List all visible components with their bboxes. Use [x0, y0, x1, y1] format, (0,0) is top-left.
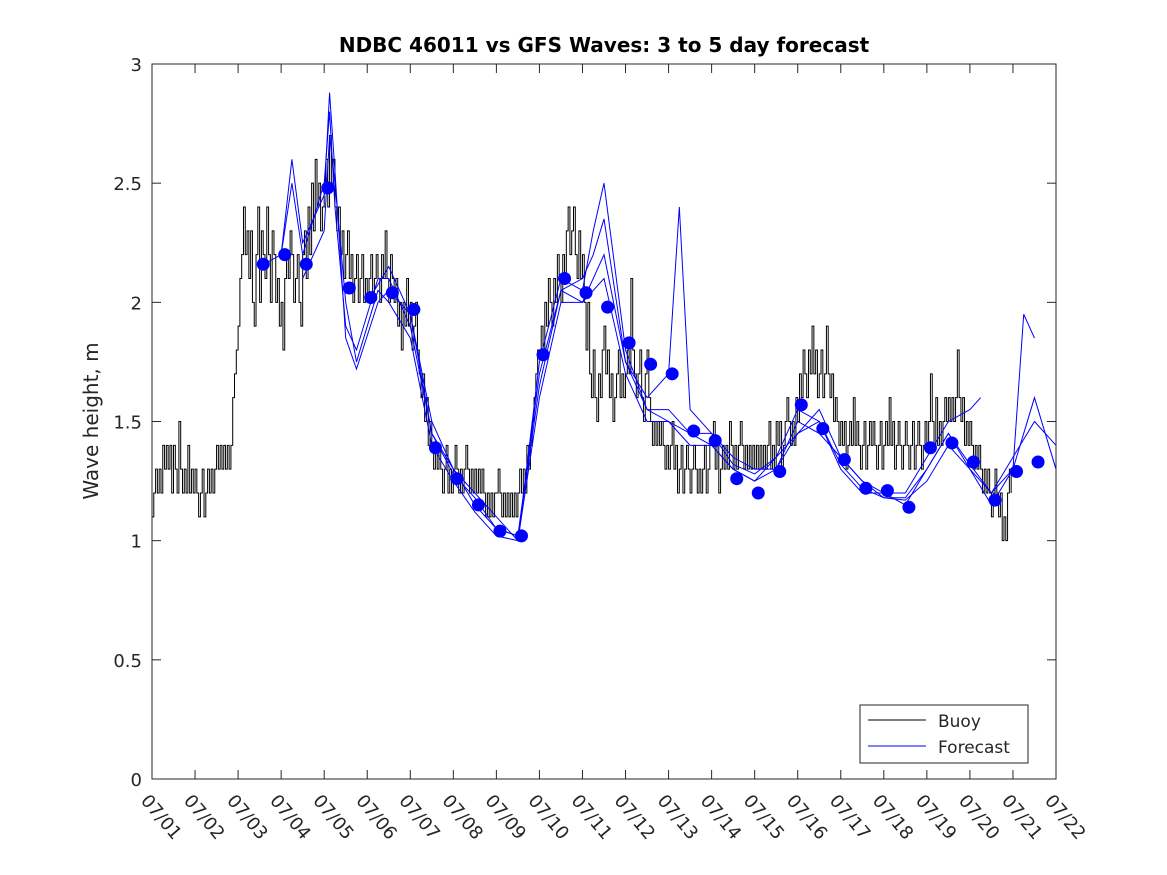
forecast-marker — [751, 486, 765, 500]
forecast-marker — [493, 524, 507, 538]
forecast-marker — [794, 398, 808, 412]
y-tick-label: 1 — [131, 532, 142, 553]
forecast-marker — [622, 336, 636, 350]
forecast-marker — [321, 181, 335, 195]
forecast-marker — [923, 441, 937, 455]
legend-label-buoy: Buoy — [938, 712, 981, 732]
plot-area — [152, 92, 1056, 543]
forecast-marker — [966, 455, 980, 469]
forecast-marker — [816, 422, 830, 436]
forecast-marker — [428, 441, 442, 455]
forecast-marker — [730, 472, 744, 486]
buoy-series-line — [152, 135, 1012, 542]
y-tick-label: 0 — [131, 770, 142, 791]
forecast-marker — [558, 272, 572, 285]
forecast-marker — [471, 498, 485, 512]
y-tick-label: 3 — [131, 55, 142, 76]
forecast-marker — [687, 424, 701, 438]
forecast-marker — [945, 436, 959, 450]
forecast-marker — [256, 257, 270, 271]
forecast-marker — [278, 248, 292, 262]
forecast-marker — [407, 302, 421, 316]
legend: Buoy Forecast — [859, 704, 1029, 764]
y-tick-label: 1.5 — [113, 413, 142, 434]
forecast-marker — [1031, 455, 1045, 469]
chart-title: NDBC 46011 vs GFS Waves: 3 to 5 day fore… — [339, 33, 870, 57]
forecast-marker — [644, 357, 658, 371]
forecast-marker — [364, 291, 378, 305]
forecast-marker — [837, 453, 851, 467]
forecast-marker — [514, 529, 528, 543]
y-tick-label: 2.5 — [113, 174, 142, 195]
forecast-marker — [342, 281, 356, 295]
legend-label-forecast: Forecast — [938, 738, 1010, 758]
forecast-marker — [601, 300, 615, 314]
forecast-marker — [1010, 465, 1024, 479]
forecast-series-line-3 — [302, 135, 1056, 542]
forecast-marker — [299, 257, 313, 271]
forecast-marker — [708, 434, 722, 448]
forecast-marker — [579, 286, 593, 300]
forecast-marker — [902, 500, 916, 514]
forecast-marker — [988, 493, 1002, 507]
y-axis-label: Wave height, m — [79, 342, 103, 499]
legend-box — [859, 704, 1029, 764]
y-tick-label: 2 — [131, 293, 142, 314]
forecast-marker — [773, 465, 787, 479]
forecast-marker — [536, 348, 550, 362]
y-tick-label: 0.5 — [113, 651, 142, 672]
forecast-marker — [880, 484, 894, 498]
forecast-marker — [385, 286, 399, 300]
forecast-marker — [665, 367, 679, 381]
forecast-marker — [450, 472, 464, 486]
forecast-marker — [859, 481, 873, 495]
